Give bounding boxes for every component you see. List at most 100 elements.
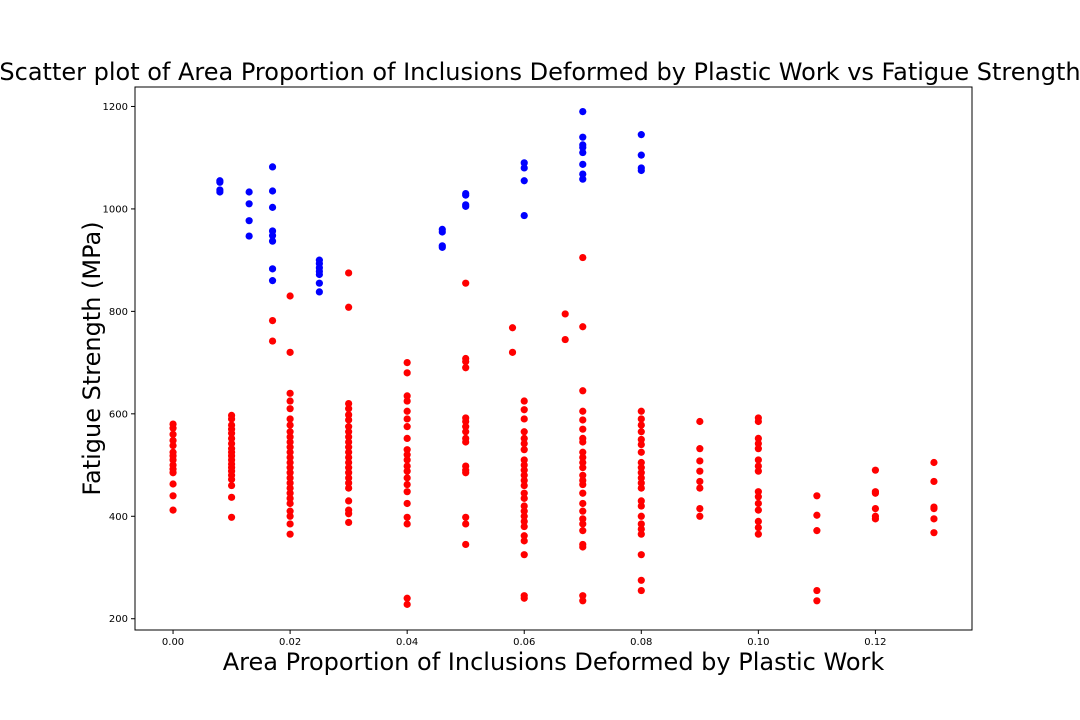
data-point	[520, 406, 528, 414]
data-point	[345, 469, 353, 477]
data-point	[403, 600, 411, 608]
data-point	[637, 525, 645, 533]
data-point	[345, 411, 353, 419]
data-point	[579, 520, 587, 528]
data-point	[637, 428, 645, 436]
data-point	[286, 448, 294, 456]
plot-frame	[134, 86, 973, 631]
data-point	[579, 438, 587, 446]
x-axis: 0.00 0.02 0.04 0.06 0.08 0.10 0.12	[162, 630, 887, 648]
data-point	[286, 474, 294, 482]
data-point	[520, 466, 528, 474]
data-point	[268, 337, 277, 345]
data-point	[637, 435, 645, 444]
data-point	[403, 520, 411, 528]
data-point	[930, 504, 938, 513]
y-tick-label: 1200	[103, 102, 128, 113]
data-point	[268, 237, 277, 245]
x-tick-label: 0.04	[396, 637, 418, 648]
data-point	[520, 476, 528, 485]
data-point	[345, 474, 353, 482]
data-point	[286, 494, 294, 502]
data-point	[813, 527, 821, 535]
data-point	[579, 175, 587, 183]
data-point	[268, 316, 277, 325]
data-point	[579, 407, 587, 415]
data-point	[637, 551, 645, 559]
data-point	[520, 551, 528, 559]
data-point	[403, 415, 411, 423]
data-point	[637, 166, 645, 175]
data-point	[462, 423, 470, 431]
data-point	[637, 520, 645, 528]
data-point	[438, 243, 446, 251]
data-point	[520, 471, 528, 479]
data-point	[520, 164, 528, 172]
data-point	[637, 474, 645, 482]
points-layer	[169, 107, 938, 608]
data-point	[345, 405, 353, 413]
data-point	[637, 464, 645, 472]
data-point	[696, 445, 704, 453]
data-point	[520, 456, 528, 464]
data-point	[813, 597, 821, 605]
data-point	[930, 477, 938, 486]
data-point	[403, 407, 411, 415]
data-point	[345, 479, 353, 487]
data-point	[286, 428, 294, 436]
data-point	[227, 493, 236, 501]
data-point	[286, 520, 294, 528]
data-point	[520, 494, 528, 502]
data-point	[520, 434, 528, 443]
data-point	[579, 458, 587, 467]
data-point	[637, 576, 645, 584]
data-point	[520, 512, 528, 520]
y-tick-label: 800	[109, 307, 128, 318]
data-point	[345, 510, 353, 518]
x-tick-label: 0.12	[864, 637, 886, 648]
data-point	[462, 364, 470, 372]
data-point	[754, 439, 762, 448]
data-point	[403, 369, 411, 377]
data-point	[637, 151, 645, 159]
data-point	[462, 202, 470, 210]
data-point	[245, 200, 253, 208]
x-tick-label: 0.00	[162, 637, 184, 648]
data-point	[227, 513, 236, 521]
data-point	[286, 512, 294, 520]
data-point	[520, 211, 528, 220]
data-point	[871, 466, 880, 474]
data-point	[520, 177, 528, 185]
data-point	[169, 441, 177, 450]
data-point	[286, 405, 294, 413]
data-point	[579, 160, 587, 168]
data-point	[403, 474, 411, 482]
data-point	[520, 502, 528, 510]
data-point	[579, 464, 587, 472]
x-axis-title: Area Proportion of Inclusions Deformed b…	[223, 648, 885, 676]
data-point	[813, 492, 821, 500]
data-point	[579, 448, 587, 456]
y-tick-label: 200	[109, 614, 128, 625]
data-point	[520, 507, 528, 515]
data-point	[696, 484, 704, 492]
x-tick-label: 0.06	[513, 637, 535, 648]
data-point	[520, 397, 528, 405]
data-point	[579, 323, 587, 331]
data-point	[286, 415, 294, 423]
data-point	[754, 506, 762, 514]
data-point	[345, 433, 353, 441]
data-point	[637, 469, 645, 477]
data-point	[637, 530, 645, 538]
data-point	[637, 512, 645, 520]
data-point	[345, 303, 353, 311]
data-point	[930, 529, 938, 537]
data-point	[286, 464, 294, 472]
data-point	[345, 269, 353, 277]
data-point	[637, 502, 645, 510]
y-tick-label: 400	[109, 512, 128, 523]
data-point	[579, 148, 587, 157]
data-point	[403, 446, 411, 454]
data-point	[637, 415, 645, 423]
